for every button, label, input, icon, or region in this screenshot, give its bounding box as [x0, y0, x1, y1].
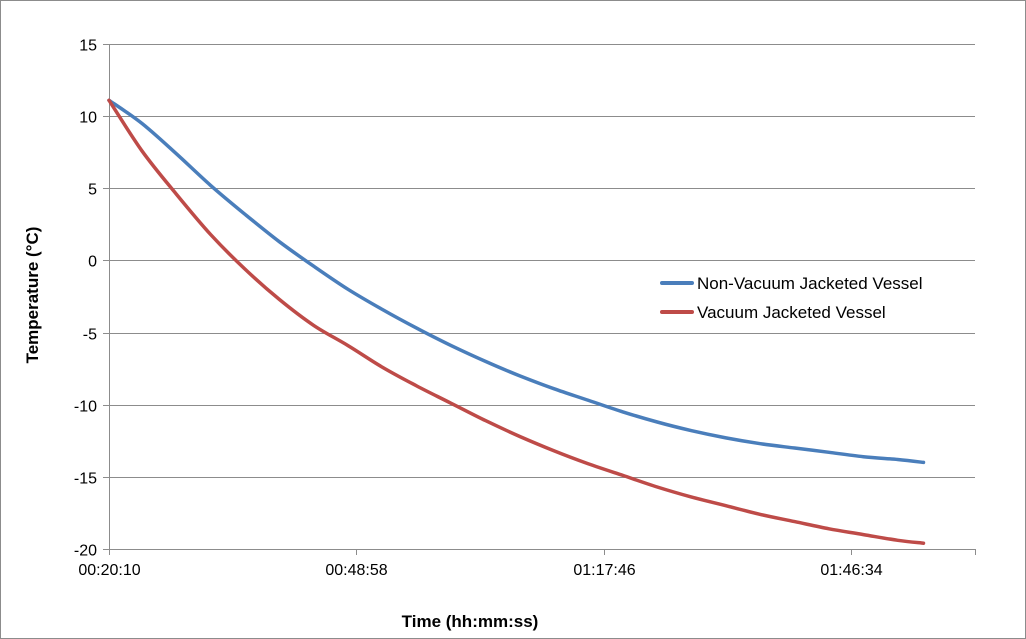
x-tick-labels: 00:20:10 00:48:58 01:17:46 01:46:34 [78, 562, 882, 579]
y-tick-label: -5 [83, 327, 97, 344]
y-tick-label: 10 [79, 110, 97, 127]
y-tick-label: -10 [74, 399, 97, 416]
x-tick-label: 00:20:10 [78, 562, 140, 579]
y-tick-label: 15 [79, 38, 97, 55]
y-tick-labels: 15 10 5 0 -5 -10 -15 -20 [74, 38, 97, 560]
legend-label: Vacuum Jacketed Vessel [697, 303, 886, 322]
series-line-vacuum [107, 98, 926, 545]
y-tick-label: -15 [74, 471, 97, 488]
y-tick-label: 5 [88, 182, 97, 199]
axes [103, 44, 976, 555]
legend: Non-Vacuum Jacketed Vessel Vacuum Jackete… [660, 274, 923, 322]
legend-label: Non-Vacuum Jacketed Vessel [697, 274, 923, 293]
series-lines [107, 98, 926, 545]
y-tick-label: 0 [88, 254, 97, 271]
y-axis-title: Temperature (°C) [23, 227, 42, 364]
x-tick-label: 01:46:34 [820, 562, 882, 579]
x-axis-title: Time (hh:mm:ss) [402, 612, 539, 631]
x-tick-label: 00:48:58 [325, 562, 387, 579]
y-tick-label: -20 [74, 543, 97, 560]
x-tick-label: 01:17:46 [573, 562, 635, 579]
series-line-non-vacuum [107, 98, 926, 465]
gridlines [109, 44, 975, 550]
